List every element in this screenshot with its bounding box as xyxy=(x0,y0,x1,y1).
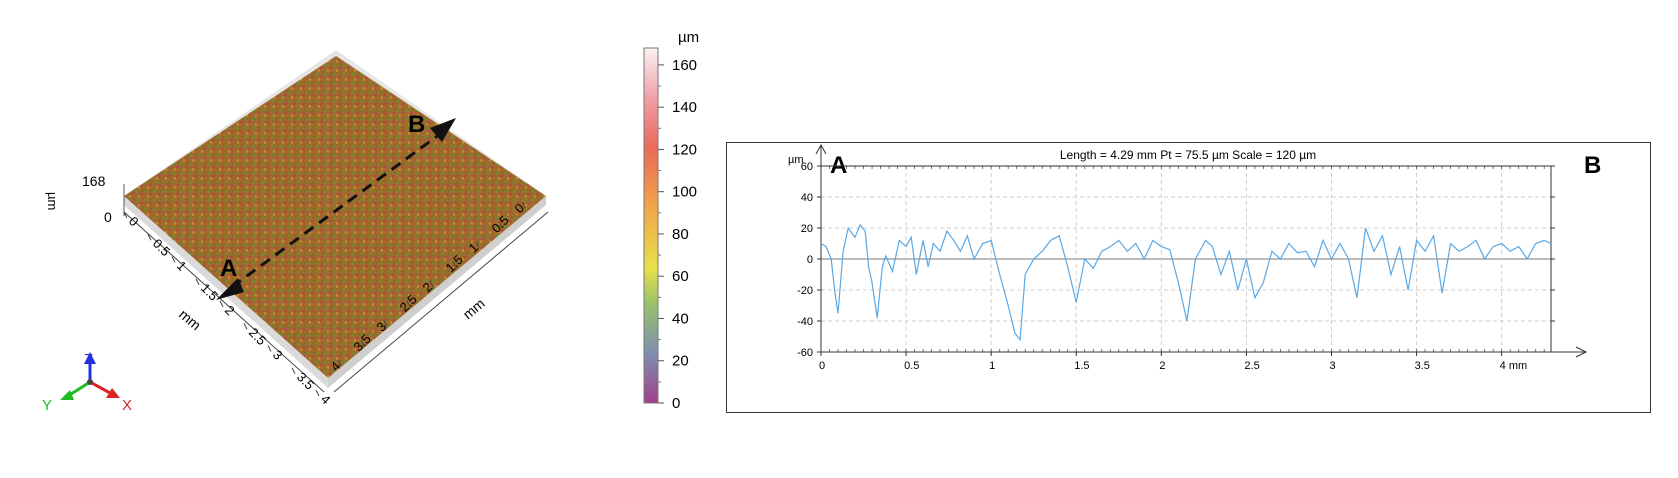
y-tick-label: 20 xyxy=(801,223,813,235)
profile-plot-panel: Length = 4.29 mm Pt = 75.5 µm Scale = 12… xyxy=(726,142,1651,413)
triad-y-label: Y xyxy=(42,397,52,414)
right-axis-tick xyxy=(360,340,365,347)
triad-x-arrow xyxy=(106,388,120,398)
left-axis-tick xyxy=(315,389,320,397)
left-axis-tick xyxy=(243,323,248,330)
triad-z-label: Z xyxy=(84,351,93,368)
surface-front-right-face xyxy=(328,196,546,388)
triad-y-axis xyxy=(67,380,91,398)
left-axis-tick xyxy=(147,234,152,241)
right-axis-tick xyxy=(406,300,411,307)
colorbar-gradient xyxy=(643,47,659,404)
right-axis-tick xyxy=(383,320,388,327)
right-axis-tick xyxy=(337,359,342,367)
x-tick-label: 2.5 xyxy=(1244,360,1259,372)
profile-label-b: B xyxy=(1584,152,1601,179)
left-axis-line xyxy=(123,211,325,393)
y-tick-label: 0 xyxy=(807,254,813,266)
left-axis-tick-label: 1 xyxy=(174,258,190,274)
left-axis-tick xyxy=(291,367,296,374)
surface-3d-view: µm 168 0 00.511.522.533.54 00.511.522.53… xyxy=(42,50,549,414)
right-axis-tick xyxy=(498,221,503,228)
profile-frame xyxy=(726,142,1651,413)
z-axis-unit: µm xyxy=(45,192,60,210)
arrow-head-a xyxy=(216,278,244,300)
profile-y-tick-labels: 60 40 20 0 -20 -40 -60 xyxy=(797,161,813,359)
left-axis-tick-label: 4 xyxy=(318,392,334,408)
right-axis-tick xyxy=(452,261,457,268)
colorbar-tick-label: 120 xyxy=(672,141,697,158)
profile-header: Length = 4.29 mm Pt = 75.5 µm Scale = 12… xyxy=(1060,148,1316,162)
x-tick-label: 4 mm xyxy=(1500,360,1528,372)
colorbar-tick-label: 20 xyxy=(672,353,689,370)
right-axis-tick xyxy=(521,201,526,209)
left-axis-tick-label: 2 xyxy=(222,303,238,319)
profile-y-unit: µm xyxy=(788,154,804,166)
left-axis-tick xyxy=(219,300,224,308)
y-tick-label: -40 xyxy=(797,316,813,328)
profile-grid xyxy=(817,165,1555,356)
x-tick-label: 3.5 xyxy=(1415,360,1430,372)
z-axis-max-label: 168 xyxy=(82,173,106,189)
left-axis-unit: mm xyxy=(176,306,204,333)
height-color-scale: µm 160 140 120 100 80 60 40 20 0 xyxy=(643,29,699,412)
colorbar-tick-label: 60 xyxy=(672,268,689,285)
y-axis-arrow-head xyxy=(815,143,827,155)
triad-origin xyxy=(87,379,93,385)
left-axis-tick xyxy=(123,211,128,219)
surface-block xyxy=(123,50,549,393)
triad-z-arrow xyxy=(84,352,96,364)
colorbar-tick-label: 80 xyxy=(672,226,689,243)
profile-axis-arrows xyxy=(815,143,1588,358)
axis-triad: Z Y X xyxy=(42,351,132,414)
arrow-head-b xyxy=(430,118,456,142)
plot-area-border xyxy=(820,165,1552,353)
triad-x-axis xyxy=(89,380,113,396)
profile-path-arrow xyxy=(216,118,456,300)
y-tick-label: -20 xyxy=(797,285,813,297)
left-axis-tick xyxy=(267,345,272,352)
surface-top xyxy=(124,56,546,378)
colorbar-tick-label: 40 xyxy=(672,310,689,327)
profile-path-dashed-line xyxy=(231,132,441,289)
x-tick-label: 0 xyxy=(819,360,825,372)
x-tick-label: 3 xyxy=(1329,360,1335,372)
y-tick-label: 60 xyxy=(801,161,813,173)
x-tick-label: 1 xyxy=(989,360,995,372)
right-axis-line xyxy=(333,211,549,393)
x-axis-arrow-head xyxy=(1575,346,1588,358)
triad-y-arrow xyxy=(60,390,74,400)
right-axis-tick xyxy=(429,280,434,288)
colorbar-tick-label: 100 xyxy=(672,184,697,201)
profile-series-line xyxy=(820,223,1552,342)
left-axis-tick xyxy=(171,256,176,263)
x-tick-label: 0.5 xyxy=(904,360,919,372)
colorbar-tick-labels: 160 140 120 100 80 60 40 20 0 xyxy=(658,57,697,412)
x-tick-label: 2 xyxy=(1159,360,1165,372)
point-a-label: A xyxy=(220,255,237,282)
colorbar-tick-label: 140 xyxy=(672,99,697,116)
y-tick-label: -60 xyxy=(797,347,813,359)
colorbar-unit: µm xyxy=(678,29,699,46)
x-tick-label: 1.5 xyxy=(1074,360,1089,372)
point-b-label: B xyxy=(408,111,425,138)
colorbar-tick-label: 0 xyxy=(672,395,680,412)
left-axis-tick xyxy=(195,278,200,285)
right-axis-unit: mm xyxy=(460,295,488,322)
profile-x-tick-labels: 0 0.5 1 1.5 2 2.5 3 3.5 4 mm xyxy=(819,360,1527,372)
triad-x-label: X xyxy=(122,397,132,414)
z-axis-min-label: 0 xyxy=(104,209,112,225)
y-tick-label: 40 xyxy=(801,192,813,204)
right-axis-tick xyxy=(475,241,480,248)
colorbar-tick-label: 160 xyxy=(672,57,697,74)
